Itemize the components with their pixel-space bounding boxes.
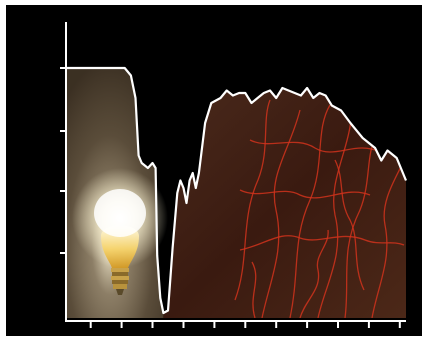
- y-ticks: [60, 67, 66, 254]
- vein-line: [299, 229, 329, 318]
- x-ticks: [89, 321, 401, 328]
- vein-line: [249, 139, 381, 153]
- vein-line: [251, 261, 257, 318]
- x-tick-label: 4: [118, 338, 126, 353]
- vein-line: [239, 189, 371, 199]
- red-vein-texture: [234, 99, 405, 318]
- right-transmission-area: [163, 88, 406, 318]
- vein-line: [317, 109, 353, 318]
- vein-line: [371, 159, 405, 318]
- vein-line: [344, 134, 379, 318]
- x-tick-label: 12: [362, 338, 376, 353]
- vein-line: [234, 99, 271, 301]
- x-unit-label: µm: [399, 338, 418, 353]
- spectrum-curve: [66, 66, 408, 315]
- x-tick-label: 9: [273, 338, 280, 353]
- light-bulb-icon: [72, 168, 168, 295]
- vein-line: [289, 104, 331, 318]
- vein-line: [334, 159, 365, 291]
- x-tick-labels: 4 9 12: [118, 338, 376, 353]
- axes: 4 9 12 µm: [60, 22, 418, 353]
